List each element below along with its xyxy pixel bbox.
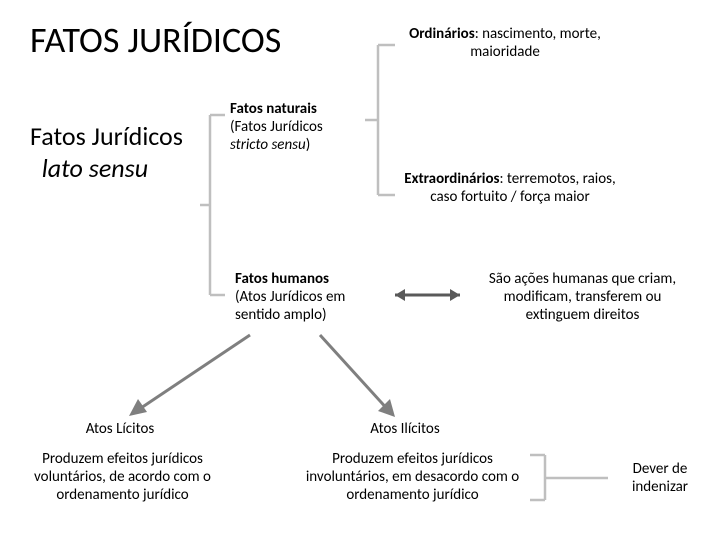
node-extraordinarios: Extraordinários: terremotos, raios, caso… — [400, 170, 620, 206]
node-atos-ilicitos-desc: Produzem efeitos jurídicos involuntários… — [305, 450, 520, 504]
node-atos-ilicitos-title: Atos Ilícitos — [345, 420, 465, 438]
extra-bold: Extraordinários — [404, 170, 499, 188]
fatos-naturais-l1: Fatos naturais — [230, 100, 317, 118]
subtitle-block: Fatos Jurídicos lato sensu — [30, 120, 183, 184]
fatos-humanos-l1: Fatos humanos — [235, 270, 329, 288]
node-atos-licitos-title: Atos Lícitos — [60, 420, 180, 438]
subtitle-spacer — [30, 152, 36, 184]
node-acoes-humanas: São ações humanas que criam, modificam, … — [470, 270, 695, 324]
node-fatos-humanos: Fatos humanos (Atos Jurídicos em sentido… — [235, 270, 385, 324]
diagram-title: FATOS JURÍDICOS — [30, 18, 281, 62]
subtitle-line2: lato sensu — [42, 152, 148, 184]
node-dever-indenizar: Dever de indenizar — [615, 460, 705, 496]
ordinarios-bold: Ordinários — [409, 25, 475, 43]
node-ordinarios: Ordinários: nascimento, morte, maioridad… — [405, 25, 605, 61]
node-fatos-naturais: Fatos naturais (Fatos Jurídicos stricto … — [230, 100, 370, 154]
ordinarios-rest: : nascimento, morte, maioridade — [470, 25, 601, 61]
fatos-naturais-l2: (Fatos Jurídicos — [230, 118, 323, 136]
fatos-humanos-l2: (Atos Jurídicos em sentido amplo) — [235, 288, 345, 324]
subtitle-line1: Fatos Jurídicos — [30, 120, 183, 152]
fatos-naturais-l3: stricto sensu — [230, 136, 306, 154]
fatos-naturais-l3-close: ) — [306, 136, 311, 154]
node-atos-licitos-desc: Produzem efeitos jurídicos voluntários, … — [15, 450, 230, 504]
